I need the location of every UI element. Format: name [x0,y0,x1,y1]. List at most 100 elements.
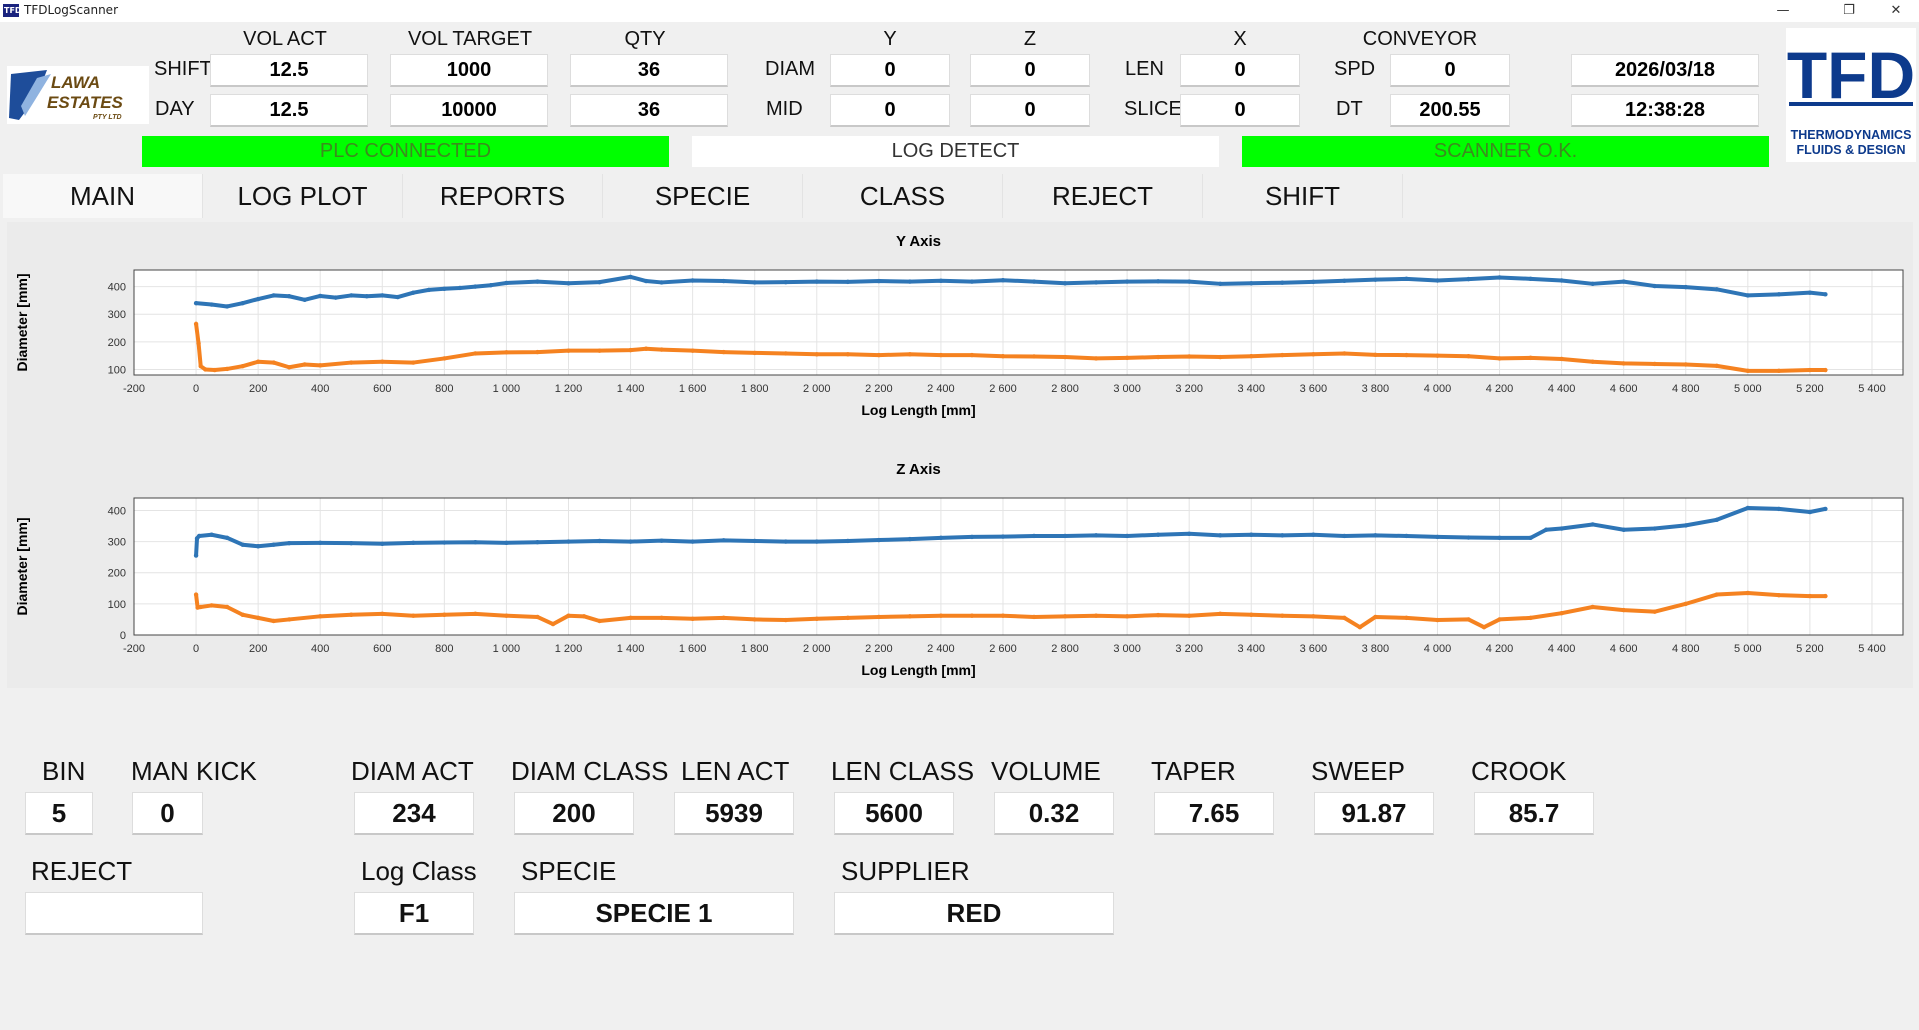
y-axis-series-upper-point [318,293,323,299]
z-axis-series-lower-point [876,614,882,620]
z-axis-series-lower-point [1155,612,1161,618]
z-axis-x-tick-label: 1 800 [741,643,769,655]
z-axis-series-upper-point [721,538,726,543]
y-axis-series-lower-point [597,348,602,353]
y-axis-series-lower-point [318,363,323,368]
z-axis-plot-area [133,497,1904,636]
z-axis-series-lower-point [1062,614,1068,619]
specie-value[interactable]: SPECIE 1 [514,892,794,935]
row-label-slice: SLICE [1124,98,1182,120]
tab-reject[interactable]: REJECT [1003,174,1203,218]
y-axis-series-lower-point [1373,352,1378,358]
y-axis-series-upper-point [1621,279,1626,284]
z-axis-series-upper-point [938,535,944,541]
logo-line1: LAWA [51,73,100,92]
y-axis-series-upper-point [938,278,944,283]
z-axis-series-upper-point [876,537,882,543]
z-axis-series-lower-point [1621,607,1626,613]
man-kick-input[interactable]: 0 [132,792,203,835]
tab-log-plot[interactable]: LOG PLOT [203,174,403,218]
z-axis-series-lower-point [938,613,944,618]
z-axis-x-tick-label: 4 000 [1424,643,1452,655]
y-axis-series-upper-point [721,278,726,284]
z-axis-series-upper-point [209,532,214,537]
z-axis-series-lower-point [1559,611,1564,616]
y-axis-series-upper-point [364,294,369,299]
y-axis-series-lower-point [1280,352,1285,358]
close-button[interactable]: ✕ [1890,3,1902,18]
restore-button[interactable]: ❐ [1843,3,1855,18]
y-axis-series-upper-point [1093,280,1099,285]
z-axis-series-upper-point [1745,505,1751,511]
z-axis-x-tick-label: 3 800 [1362,643,1390,655]
y-axis-series-upper-point [1311,279,1316,285]
y-axis-plot-frame [133,269,1904,376]
shift-vol-target-value[interactable]: 1000 [390,54,548,87]
label-sweep: SWEEP [1311,756,1405,786]
minimize-button[interactable]: — [1776,3,1790,18]
y-axis-y-tick-label: 200 [108,337,126,349]
app-icon: TFD [3,4,22,17]
row-label-diam: DIAM [765,58,815,80]
z-axis-series-upper-point [783,539,788,544]
col-label-vol-act: VOL ACT [243,28,327,50]
volume-value: 0.32 [994,792,1114,835]
y-axis-series-upper-point [1714,287,1719,292]
len-x-value: 0 [1180,54,1300,87]
tab-main[interactable]: MAIN [3,174,203,218]
y-axis-x-tick-label: 5 400 [1858,383,1886,395]
z-axis-x-tick-label: 3 600 [1300,643,1328,655]
y-axis-series-upper-point [1031,279,1037,284]
z-axis-series-upper-point [224,535,230,541]
y-axis-series-upper-point [1590,281,1595,287]
y-axis-series-upper-point [659,280,664,285]
z-axis-x-tick-label: 3 000 [1113,643,1141,655]
window-title: TFDLogScanner [24,3,119,17]
y-axis-plot-area [133,269,1904,376]
z-axis-series-upper-point [504,540,509,546]
y-axis-series-upper-point [643,278,649,284]
z-axis-x-tick-label: 2 400 [927,643,955,655]
log-class-value: F1 [354,892,474,935]
mid-z-value: 0 [970,94,1090,127]
z-axis-series-lower-point [240,612,245,617]
y-axis-series-upper-point [1466,276,1471,282]
z-axis-series-upper-point [1776,506,1782,512]
z-axis-series-lower-point [349,612,354,617]
z-axis-series-upper-point [1342,533,1347,539]
y-axis-series-upper-point [1807,290,1813,295]
y-axis-series-lower-point [1031,354,1037,359]
tab-reports[interactable]: REPORTS [403,174,603,218]
shift-qty-value: 36 [570,54,728,87]
z-axis-series-lower-point [193,592,199,597]
z-axis-series-lower-point [1357,625,1363,630]
y-axis-series-lower-point [1621,361,1626,366]
col-label-conveyor: CONVEYOR [1362,28,1478,50]
z-axis-series-upper-point [1249,532,1254,537]
y-axis-series-lower-point [203,367,208,372]
z-axis-series-upper-point [1466,535,1471,540]
y-axis-series-upper-point [426,287,432,293]
label-reject: REJECT [31,856,133,886]
supplier-value[interactable]: RED [834,892,1114,935]
y-axis-x-tick-label: 600 [373,383,391,395]
z-axis-y-tick-label: 400 [108,505,126,517]
y-axis-y-axis-label: Diameter [mm] [14,273,30,371]
z-axis-series-upper-point [1683,523,1688,528]
y-axis-series-lower-point [1807,367,1813,373]
z-axis-series-lower-point [255,615,261,621]
z-axis-series-lower-point [1528,615,1533,621]
y-axis-series-lower-point [535,349,540,355]
tab-shift[interactable]: SHIFT [1203,174,1403,218]
tab-class[interactable]: CLASS [803,174,1003,218]
y-axis-series-lower-point [349,360,354,365]
y-axis-series-lower-point [1249,354,1254,359]
label-bin: BIN [42,756,86,786]
col-label-y: Y [883,28,897,50]
z-axis-x-tick-label: 1 000 [493,643,521,655]
y-axis-series-upper-point [1280,280,1285,285]
y-axis-x-tick-label: 3 400 [1237,383,1265,395]
day-vol-target-value[interactable]: 10000 [390,94,548,127]
label-supplier: SUPPLIER [841,856,970,886]
tab-specie[interactable]: SPECIE [603,174,803,218]
